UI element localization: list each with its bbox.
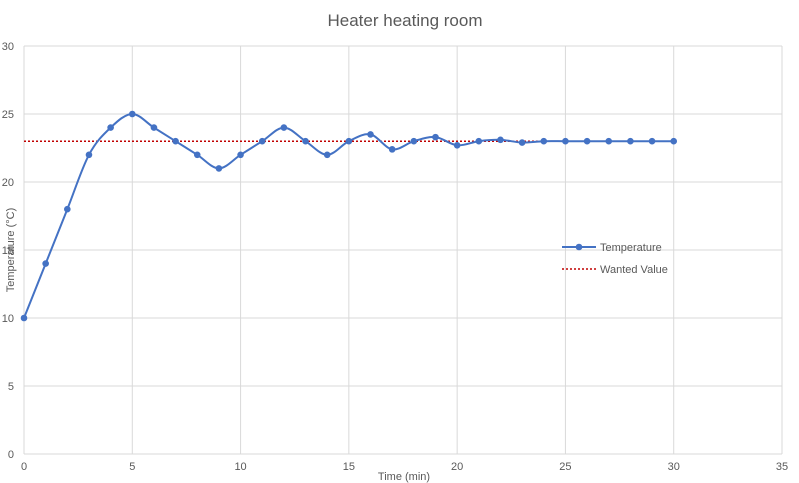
data-point <box>42 260 49 267</box>
x-tick-label: 15 <box>343 461 355 473</box>
data-point <box>583 137 591 145</box>
data-point <box>237 151 244 159</box>
x-axis-ticks: 0 5 10 15 20 25 30 35 <box>21 461 788 473</box>
data-point <box>627 137 634 145</box>
legend: Temperature Wanted Value <box>562 242 668 276</box>
x-tick-label: 35 <box>776 461 788 473</box>
data-point <box>107 124 114 131</box>
data-point <box>323 151 331 159</box>
legend-label-temperature: Temperature <box>600 242 662 254</box>
y-tick-label: 20 <box>2 177 14 189</box>
x-tick-label: 0 <box>21 461 27 473</box>
x-tick-label: 30 <box>668 461 680 473</box>
data-point <box>648 137 656 145</box>
data-point <box>302 137 309 145</box>
data-point <box>193 151 201 159</box>
y-tick-label: 30 <box>2 41 14 53</box>
y-tick-label: 15 <box>2 245 14 257</box>
data-point <box>128 110 136 118</box>
data-point <box>85 151 93 159</box>
data-point <box>605 137 613 145</box>
data-point <box>20 314 28 322</box>
x-tick-label: 5 <box>129 461 135 473</box>
x-tick-label: 10 <box>234 461 246 473</box>
data-point <box>345 137 353 145</box>
series-layer <box>20 110 678 322</box>
y-tick-label: 5 <box>8 381 14 393</box>
data-point <box>367 131 374 138</box>
data-point <box>150 124 158 131</box>
data-point <box>280 124 288 131</box>
x-axis-label: Time (min) <box>378 471 430 483</box>
data-point <box>64 205 71 213</box>
data-point <box>670 137 678 145</box>
data-point <box>172 137 179 145</box>
data-point <box>432 133 439 141</box>
data-point <box>497 136 504 144</box>
data-point <box>475 137 483 145</box>
data-point <box>388 146 396 153</box>
data-point <box>562 137 569 145</box>
y-axis-ticks: 0 5 10 15 20 25 30 <box>2 41 14 461</box>
data-point <box>453 141 461 149</box>
data-point <box>518 139 526 146</box>
y-axis-label: Temperature (°C) <box>5 208 17 292</box>
y-tick-label: 25 <box>2 109 14 121</box>
legend-marker-temperature <box>575 243 583 251</box>
chart-title: Heater heating room <box>328 11 483 30</box>
data-point <box>410 137 418 145</box>
legend-label-wanted-value: Wanted Value <box>600 264 668 276</box>
y-tick-label: 0 <box>8 449 14 461</box>
gridlines <box>23 45 783 455</box>
data-point <box>215 165 223 172</box>
data-point <box>258 137 266 145</box>
x-tick-label: 20 <box>451 461 463 473</box>
y-tick-label: 10 <box>2 313 14 325</box>
x-tick-label: 25 <box>559 461 571 473</box>
data-point <box>540 137 548 145</box>
